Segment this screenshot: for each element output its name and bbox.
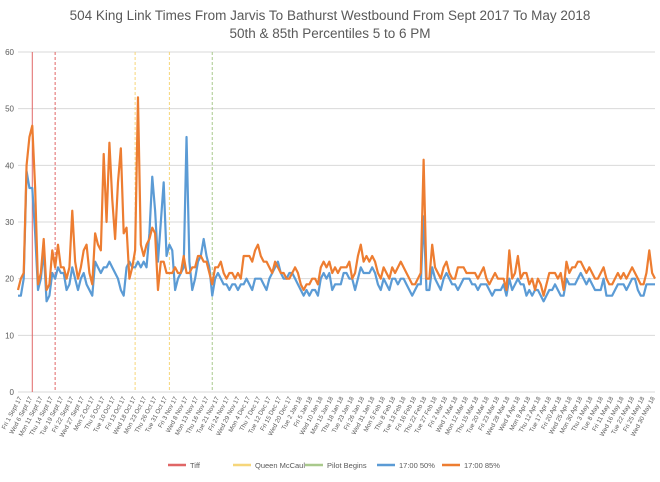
y-tick-label: 0 [10,388,15,397]
legend-label: Pilot Begins [327,461,367,470]
y-tick-label: 50 [5,105,14,114]
chart-subtitle: 50th & 85th Percentiles 5 to 6 PM [229,26,430,41]
legend-label: 17:00 85% [464,461,500,470]
y-tick-label: 20 [5,275,14,284]
series-line-p85 [16,96,656,297]
legend-label: 17:00 50% [399,461,435,470]
legend-label: Tiff [190,461,201,470]
series-lines [16,96,656,303]
y-tick-label: 40 [5,161,14,170]
chart-title: 504 King Link Times From Jarvis To Bathu… [70,8,591,23]
legend-label: Queen McCaul [255,461,305,470]
legend: Tiff Queen McCaul Pilot Begins 17:00 50% 17:… [168,461,500,470]
y-tick-label: 10 [5,331,14,340]
y-tick-label: 60 [5,48,14,57]
series-line-p50 [18,135,655,303]
y-tick-label: 30 [5,218,14,227]
y-axis-ticks: 0 10 20 30 40 50 60 [5,48,14,397]
